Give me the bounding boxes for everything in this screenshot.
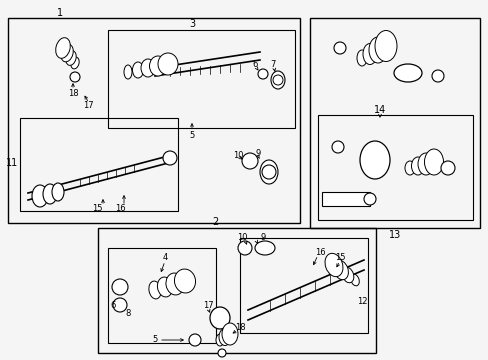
Ellipse shape [222, 323, 238, 345]
Ellipse shape [141, 59, 155, 77]
Text: 6: 6 [110, 301, 116, 310]
Ellipse shape [71, 57, 79, 69]
Text: 2: 2 [211, 217, 218, 227]
Text: 5: 5 [189, 131, 194, 140]
Circle shape [163, 151, 177, 165]
Bar [321, 192, 369, 206]
Text: 6: 6 [252, 59, 257, 68]
Text: 11: 11 [6, 158, 18, 168]
Text: 5: 5 [152, 336, 157, 345]
Text: 15: 15 [92, 203, 102, 212]
Ellipse shape [359, 141, 389, 179]
Ellipse shape [124, 65, 132, 79]
Bar [240, 238, 367, 333]
Bar [309, 18, 479, 228]
Ellipse shape [356, 50, 366, 66]
Ellipse shape [158, 53, 178, 75]
Circle shape [272, 75, 283, 85]
Ellipse shape [32, 185, 48, 207]
Ellipse shape [374, 31, 396, 62]
Text: 8: 8 [125, 309, 130, 318]
Text: 13: 13 [388, 230, 400, 240]
Circle shape [262, 165, 275, 179]
Text: 18: 18 [234, 323, 245, 332]
Text: 9: 9 [260, 233, 265, 242]
Text: 4: 4 [162, 253, 167, 262]
Text: 14: 14 [373, 105, 386, 115]
Ellipse shape [404, 161, 414, 175]
Bar [108, 248, 216, 343]
Ellipse shape [132, 62, 143, 78]
Ellipse shape [260, 160, 278, 184]
Text: 12: 12 [356, 297, 366, 306]
Ellipse shape [66, 51, 76, 66]
Text: 16: 16 [314, 248, 325, 257]
Text: 10: 10 [236, 233, 247, 242]
Ellipse shape [148, 281, 161, 299]
Bar [98, 228, 375, 353]
Circle shape [242, 153, 258, 169]
Circle shape [440, 161, 454, 175]
Bar [20, 118, 178, 211]
Circle shape [258, 69, 267, 79]
Ellipse shape [393, 64, 421, 82]
Ellipse shape [368, 37, 386, 63]
Circle shape [218, 349, 225, 357]
Circle shape [238, 241, 251, 255]
Ellipse shape [149, 56, 166, 76]
Ellipse shape [216, 334, 224, 346]
Ellipse shape [350, 274, 359, 286]
Ellipse shape [424, 149, 443, 175]
Ellipse shape [157, 277, 172, 297]
Text: 17: 17 [82, 100, 93, 109]
Circle shape [113, 298, 127, 312]
Text: 15: 15 [334, 253, 345, 262]
Ellipse shape [411, 157, 424, 175]
Text: 1: 1 [57, 8, 63, 18]
Ellipse shape [254, 241, 274, 255]
Text: 18: 18 [67, 89, 78, 98]
Ellipse shape [52, 183, 64, 201]
Circle shape [70, 72, 80, 82]
Ellipse shape [219, 328, 230, 346]
Ellipse shape [270, 71, 285, 89]
Text: 9: 9 [255, 149, 260, 158]
Circle shape [431, 70, 443, 82]
Text: 10: 10 [232, 150, 243, 159]
Bar [8, 18, 299, 223]
Circle shape [333, 42, 346, 54]
Ellipse shape [61, 44, 73, 62]
Ellipse shape [209, 307, 229, 329]
Text: 16: 16 [115, 203, 125, 212]
Bar [108, 30, 294, 128]
Ellipse shape [174, 269, 195, 293]
Ellipse shape [417, 153, 433, 175]
Text: 7: 7 [270, 59, 275, 68]
Text: 3: 3 [188, 19, 195, 29]
Ellipse shape [325, 253, 342, 276]
Ellipse shape [363, 193, 375, 205]
Ellipse shape [56, 38, 70, 58]
Text: 17: 17 [202, 301, 213, 310]
Ellipse shape [362, 44, 376, 64]
Ellipse shape [342, 267, 353, 283]
Circle shape [331, 141, 343, 153]
Circle shape [112, 279, 128, 295]
Ellipse shape [43, 184, 57, 204]
Ellipse shape [333, 260, 348, 280]
Bar [317, 115, 472, 220]
Ellipse shape [165, 273, 183, 295]
Circle shape [189, 334, 201, 346]
